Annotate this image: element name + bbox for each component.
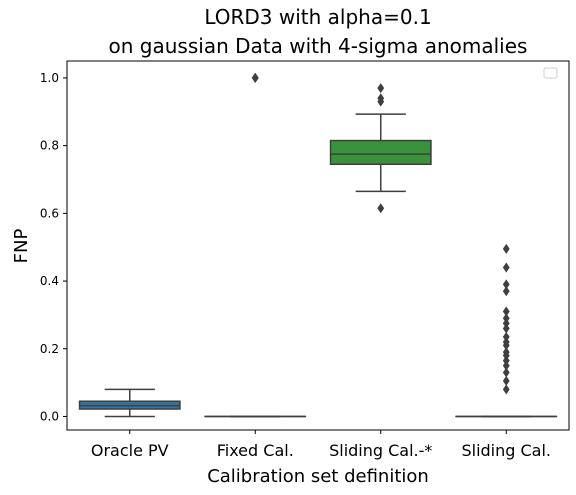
- chart-title-line2: on gaussian Data with 4-sigma anomalies: [109, 34, 528, 58]
- y-tick-label: 0.0: [40, 409, 59, 423]
- chart-title-line1: LORD3 with alpha=0.1: [204, 5, 431, 29]
- y-tick-label: 1.0: [40, 71, 59, 85]
- outlier-point: [502, 306, 510, 317]
- outlier-point: [502, 279, 510, 290]
- x-tick-label: Sliding Cal.-*: [329, 441, 432, 460]
- outlier-point: [502, 243, 510, 254]
- outlier-point: [502, 375, 510, 386]
- plot-area: [78, 72, 558, 418]
- outlier-point: [502, 350, 510, 361]
- outlier-point: [502, 340, 510, 351]
- box-group-2: [204, 72, 307, 418]
- box-iqr: [329, 139, 432, 166]
- outlier-point: [377, 203, 385, 214]
- y-axis-label: FNP: [11, 229, 32, 264]
- x-tick-label: Fixed Cal.: [217, 441, 294, 460]
- outlier-point: [251, 72, 259, 83]
- outlier-point: [502, 355, 510, 366]
- outlier-point: [502, 323, 510, 334]
- box-group-1: [78, 388, 181, 418]
- outlier-point: [502, 360, 510, 371]
- y-tick-label: 0.8: [40, 139, 59, 153]
- x-axis-label: Calibration set definition: [207, 466, 429, 487]
- outlier-point: [377, 83, 385, 94]
- outlier-point: [502, 262, 510, 273]
- x-tick-label: Oracle PV: [91, 441, 169, 460]
- plot-frame: [66, 60, 570, 431]
- outlier-point: [502, 367, 510, 378]
- outlier-point: [502, 331, 510, 342]
- y-tick-label: 0.4: [40, 274, 59, 288]
- outlier-point: [502, 313, 510, 324]
- outlier-point: [502, 384, 510, 395]
- box-group-4: [455, 243, 558, 418]
- outlier-point: [502, 286, 510, 297]
- y-tick-label: 0.6: [40, 206, 59, 220]
- outlier-point: [377, 93, 385, 104]
- legend-box: [543, 67, 558, 79]
- outlier-point: [502, 318, 510, 329]
- y-tick-label: 0.2: [40, 342, 59, 356]
- x-tick-label: Sliding Cal.: [461, 441, 551, 460]
- box-group-3: [329, 83, 432, 214]
